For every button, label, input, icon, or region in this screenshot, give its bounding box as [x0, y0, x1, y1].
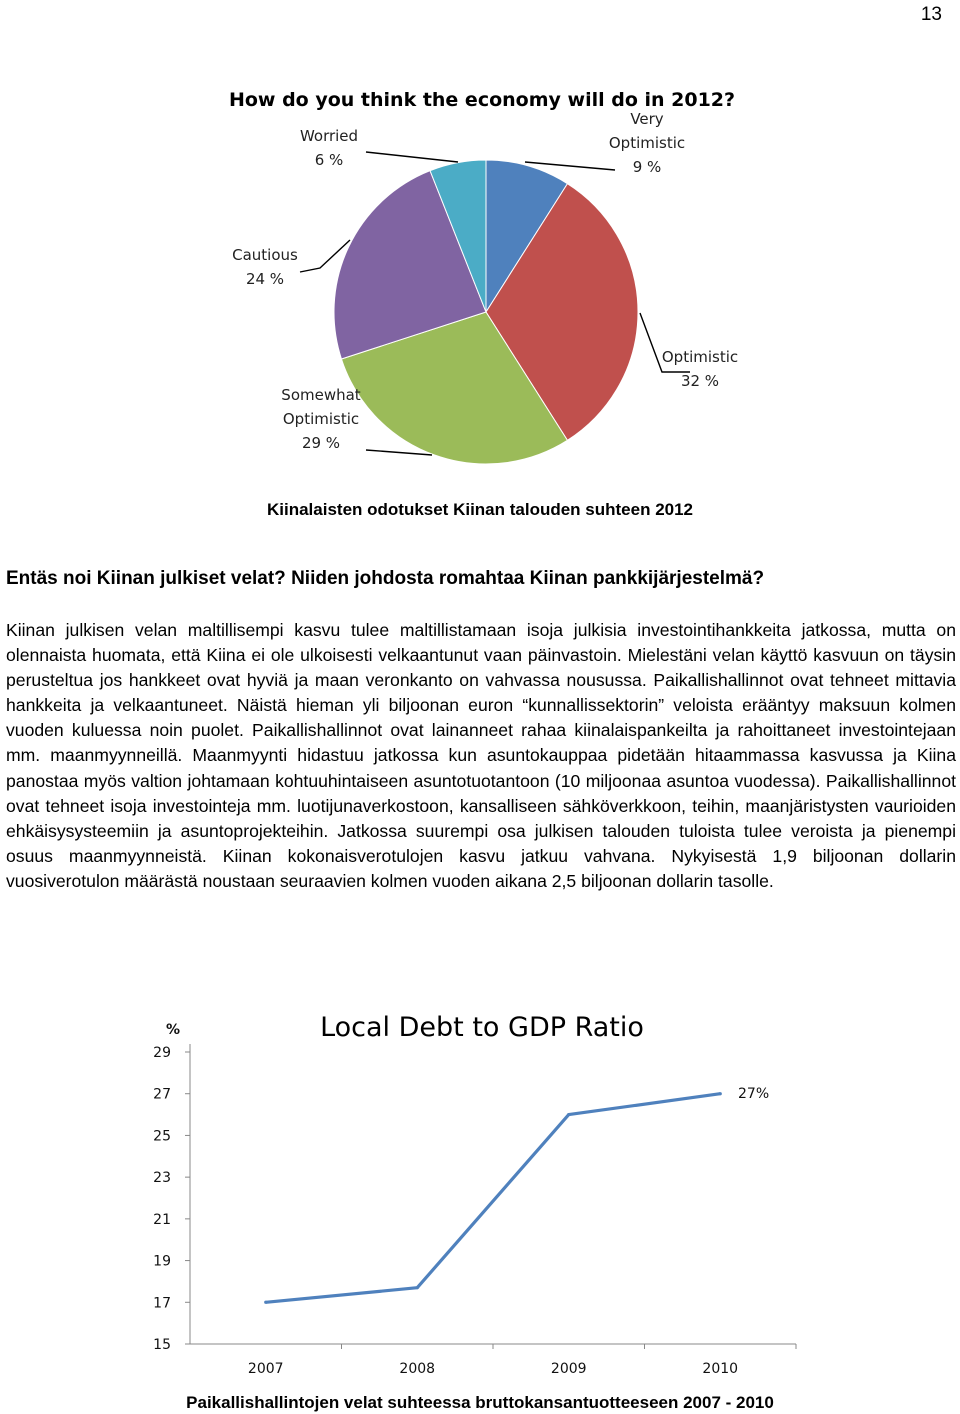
leader-line-very-optimistic	[524, 161, 616, 171]
y-axis-label: %	[166, 1022, 180, 1038]
data-point-2007	[264, 1300, 268, 1304]
pie-label-somewhat-optimistic: Somewhat Optimistic 29 %	[281, 386, 361, 452]
y-tick-label: 23	[153, 1170, 171, 1186]
x-tick-label: 2008	[399, 1361, 435, 1377]
leader-line-somewhat-optimistic	[365, 449, 433, 456]
x-tick-label: 2009	[551, 1361, 587, 1377]
pie-slice-very-optimistic	[485, 159, 569, 314]
pie-slice-cautious	[333, 170, 487, 360]
leader-line-cautious	[299, 239, 351, 273]
data-point-2010	[718, 1092, 722, 1096]
y-tick-labels: 29 27 25 23 21 19 17 15	[153, 1045, 171, 1353]
x-tick-label: 2010	[702, 1361, 738, 1377]
pie-chart-caption: Kiinalaisten odotukset Kiinan talouden s…	[266, 500, 694, 519]
x-tick-label: 2007	[248, 1361, 284, 1377]
line-chart-title: Local Debt to GDP Ratio	[320, 1012, 644, 1043]
y-tick-label: 25	[153, 1128, 171, 1144]
pie-label-worried: Worried 6 %	[300, 127, 358, 169]
line-chart-axes	[185, 1044, 797, 1349]
page-number: 13	[920, 4, 942, 25]
line-chart-caption: Paikallishallintojen velat suhteessa bru…	[186, 1393, 774, 1412]
line-chart: Local Debt to GDP Ratio % 29 27 25 23 21 19 17…	[153, 1012, 797, 1377]
pie-label-very-optimistic: Very Optimistic 9 %	[609, 110, 685, 176]
pie-chart: How do you think the economy will do in …	[229, 89, 738, 465]
y-tick-label: 15	[153, 1337, 171, 1353]
leader-line-optimistic	[639, 312, 690, 373]
y-tick-label: 17	[153, 1295, 171, 1311]
y-tick-label: 29	[153, 1045, 171, 1061]
line-annotations: 27%	[738, 1086, 769, 1102]
pie-slice-worried	[429, 159, 487, 313]
y-tick-label: 21	[153, 1212, 171, 1228]
series-line	[265, 1092, 721, 1304]
y-tick-label: 27	[153, 1087, 171, 1103]
pie-leader-lines	[299, 151, 690, 456]
pie-label-cautious: Cautious 24 %	[232, 246, 298, 288]
pie-chart-title: How do you think the economy will do in …	[229, 89, 735, 111]
leader-line-worried	[365, 151, 459, 163]
x-tick-labels: 2007 2008 2009 2010	[248, 1361, 738, 1377]
data-point-2009	[567, 1112, 571, 1117]
data-point-2008	[415, 1286, 419, 1290]
pie-slice-optimistic	[485, 182, 639, 442]
pie-slices	[333, 159, 639, 465]
pie-label-optimistic: Optimistic 32 %	[662, 348, 738, 390]
body-paragraph: Kiinan julkisen velan maltillisempi kasv…	[6, 620, 956, 891]
line-series	[264, 1092, 722, 1304]
pie-labels: Very Optimistic 9 % Optimistic 32 % Somewhat O…	[232, 110, 738, 452]
y-tick-label: 19	[153, 1254, 171, 1270]
section-heading: Entäs noi Kiinan julkiset velat? Niiden …	[6, 568, 765, 589]
pie-slice-somewhat-optimistic	[340, 311, 569, 465]
annotation-last-value: 27%	[738, 1086, 769, 1102]
